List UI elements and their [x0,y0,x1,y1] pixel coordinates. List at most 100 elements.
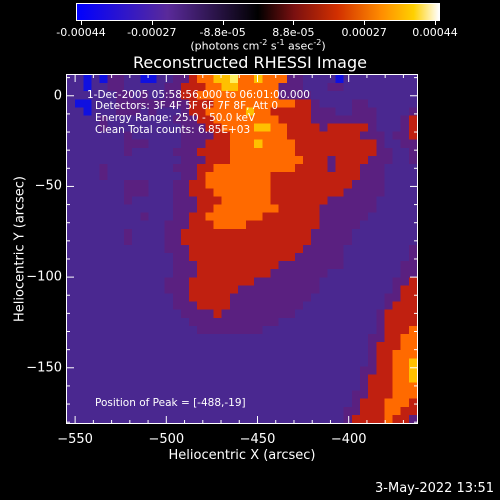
heatmap-cell [368,414,377,423]
heatmap-cell [327,91,337,100]
heatmap-cell [156,164,166,173]
heatmap-cell [286,212,296,222]
heatmap-cell [140,220,149,230]
heatmap-cell [83,406,93,416]
heatmap-cell [67,374,76,384]
heatmap-cell [311,172,320,181]
heatmap-cell [286,147,296,157]
heatmap-cell [91,164,101,173]
heatmap-cell [99,269,109,278]
heatmap-cell [197,366,206,376]
heatmap-cell [376,83,386,92]
heatmap-cell [115,253,125,262]
heatmap-cell [221,99,231,108]
heatmap-cell [156,147,166,157]
heatmap-cell [368,317,377,327]
heatmap-cell [311,139,320,149]
heatmap-cell [148,131,158,141]
heatmap-cell [286,172,296,181]
heatmap-cell [360,147,369,157]
heatmap-cell [303,212,312,222]
heatmap-cell [229,164,239,173]
heatmap-cell [140,155,149,165]
heatmap-cell [107,269,117,278]
heatmap-cell [343,398,353,408]
heatmap-cell [360,390,369,400]
heatmap-cell [262,99,272,108]
heatmap-cell [294,91,304,100]
heatmap-cell [400,301,410,311]
colorbar-tick-label: -0.00044 [56,26,106,39]
heatmap-cell [99,414,109,423]
heatmap-cell [311,220,320,230]
heatmap-cell [376,382,386,392]
heatmap-cell [368,333,377,343]
heatmap-cell [237,277,247,287]
heatmap-cell [278,269,288,278]
heatmap-cell [237,350,247,359]
heatmap-cell [270,342,280,351]
heatmap-cell [67,333,76,343]
heatmap-cell [221,164,231,173]
heatmap-cell [164,107,174,117]
heatmap-cell [189,406,198,416]
heatmap-cell [189,139,198,149]
heatmap-cell [368,374,377,384]
heatmap-cell [189,180,198,189]
heatmap-cell [213,309,223,319]
heatmap-cell [343,204,353,214]
heatmap-cell [384,277,394,287]
heatmap-cell [189,414,198,423]
heatmap-cell [237,293,247,303]
heatmap-cell [205,155,215,165]
heatmap-cell [384,220,394,230]
heatmap-cell [107,164,117,173]
heatmap-cell [156,301,166,311]
heatmap-cell [156,277,166,287]
heatmap-cell [140,107,149,117]
heatmap-cell [254,366,263,376]
heatmap-cell [286,83,296,92]
heatmap-cell [408,91,417,100]
heatmap-cell [327,277,337,287]
heatmap-cell [392,414,402,423]
heatmap-cell [408,107,417,117]
heatmap-cell [213,277,223,287]
heatmap-cell [107,228,117,238]
heatmap-cell [83,188,93,197]
heatmap-cell [246,325,255,335]
heatmap-cell [343,342,353,351]
heatmap-cell [303,244,312,254]
heatmap-cell [229,366,239,376]
heatmap-cell [140,277,149,287]
heatmap-cell [140,139,149,149]
heatmap-cell [180,139,190,149]
heatmap-cell [123,414,133,423]
heatmap-cell [164,139,174,149]
heatmap-cell [205,374,215,384]
heatmap-cell [221,390,231,400]
heatmap-cell [237,115,247,125]
heatmap-cell [351,398,361,408]
heatmap-cell [335,91,345,100]
heatmap-cell [164,196,174,206]
heatmap-cell [335,374,345,384]
heatmap-cell [319,107,329,117]
heatmap-cell [148,301,158,311]
heatmap-cell [384,155,394,165]
heatmap-cell [221,414,231,423]
heatmap-cell [254,374,263,384]
heatmap-cell [254,107,263,117]
heatmap-cell [205,107,215,117]
heatmap-cell [246,358,255,367]
heatmap-cell [270,236,280,246]
heatmap-cell [311,83,320,92]
heatmap-cell [164,188,174,197]
heatmap-cell [229,301,239,311]
heatmap-cell [221,212,231,222]
heatmap-cell [115,75,125,84]
heatmap-cell [99,398,109,408]
heatmap-cell [262,172,272,181]
heatmap-cell [319,83,329,92]
heatmap-cell [368,269,377,278]
